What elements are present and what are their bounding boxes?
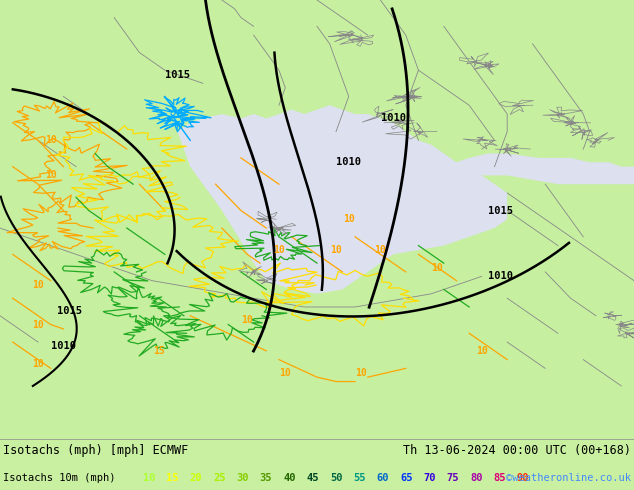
Text: 25: 25 bbox=[213, 473, 225, 483]
Text: 10: 10 bbox=[143, 473, 155, 483]
Text: 1010: 1010 bbox=[336, 157, 361, 167]
Text: 20: 20 bbox=[172, 109, 183, 119]
Text: 10: 10 bbox=[375, 245, 386, 255]
Text: 45: 45 bbox=[306, 473, 319, 483]
Polygon shape bbox=[178, 105, 507, 294]
Text: 1010: 1010 bbox=[51, 342, 76, 351]
Text: 10: 10 bbox=[356, 368, 367, 378]
Text: 10: 10 bbox=[273, 245, 285, 255]
Text: 1015: 1015 bbox=[165, 70, 190, 79]
Text: 15: 15 bbox=[153, 346, 164, 356]
Text: 10: 10 bbox=[32, 359, 44, 369]
Text: 30: 30 bbox=[236, 473, 249, 483]
Text: 10: 10 bbox=[32, 319, 44, 330]
Text: Isotachs 10m (mph): Isotachs 10m (mph) bbox=[3, 473, 115, 483]
Text: Isotachs (mph) [mph] ECMWF: Isotachs (mph) [mph] ECMWF bbox=[3, 444, 188, 457]
Text: 85: 85 bbox=[493, 473, 506, 483]
Text: 1015: 1015 bbox=[57, 306, 82, 317]
Polygon shape bbox=[276, 114, 323, 184]
Text: 55: 55 bbox=[353, 473, 366, 483]
Text: 1010: 1010 bbox=[380, 113, 406, 123]
Text: 50: 50 bbox=[330, 473, 342, 483]
Text: 10: 10 bbox=[432, 263, 443, 272]
Text: 1010: 1010 bbox=[488, 271, 514, 281]
Text: 75: 75 bbox=[447, 473, 459, 483]
Text: 10: 10 bbox=[343, 214, 354, 224]
Text: 15: 15 bbox=[166, 473, 179, 483]
Text: 90: 90 bbox=[517, 473, 529, 483]
Text: 10: 10 bbox=[280, 368, 291, 378]
Text: Th 13-06-2024 00:00 UTC (00+168): Th 13-06-2024 00:00 UTC (00+168) bbox=[403, 444, 631, 457]
Text: 60: 60 bbox=[377, 473, 389, 483]
Text: ©weatheronline.co.uk: ©weatheronline.co.uk bbox=[506, 473, 631, 483]
Text: 1015: 1015 bbox=[488, 205, 514, 216]
Text: 65: 65 bbox=[400, 473, 412, 483]
Text: 10: 10 bbox=[32, 280, 44, 290]
Text: 10: 10 bbox=[476, 346, 488, 356]
Text: 35: 35 bbox=[260, 473, 272, 483]
Text: 70: 70 bbox=[424, 473, 436, 483]
Text: 10: 10 bbox=[45, 135, 56, 146]
Text: 40: 40 bbox=[283, 473, 295, 483]
Text: 10: 10 bbox=[330, 245, 342, 255]
Polygon shape bbox=[254, 158, 304, 211]
Text: 20: 20 bbox=[190, 473, 202, 483]
Text: 80: 80 bbox=[470, 473, 482, 483]
Polygon shape bbox=[456, 153, 634, 184]
Text: 10: 10 bbox=[45, 171, 56, 180]
Text: 10: 10 bbox=[242, 315, 253, 325]
